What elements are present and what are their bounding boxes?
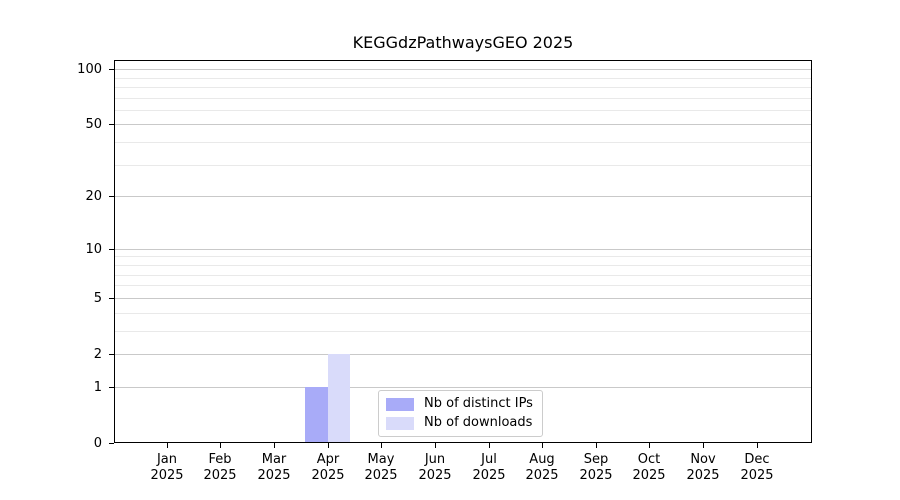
bar-nb-of-distinct-ips-apr [305,386,328,442]
y-gridline-major [115,196,811,197]
x-tick-label: Jul 2025 [472,452,506,483]
y-gridline-minor [115,78,811,79]
y-tick-mark [109,298,114,299]
y-gridline-minor [115,165,811,166]
y-gridline-minor [115,285,811,286]
x-tick-mark [274,443,275,448]
y-tick-label: 0 [93,436,102,451]
legend-item-downloads: Nb of downloads [386,415,533,431]
y-gridline-minor [115,265,811,266]
x-tick-mark [596,443,597,448]
y-gridline-major [115,298,811,299]
x-tick-label: May 2025 [364,452,398,483]
y-gridline-major [115,354,811,355]
x-tick-mark [381,443,382,448]
x-tick-mark [489,443,490,448]
y-tick-label: 50 [85,117,102,132]
y-gridline-minor [115,110,811,111]
legend-swatch-downloads-icon [386,416,414,430]
x-tick-mark [649,443,650,448]
x-tick-label: Nov 2025 [686,452,720,483]
x-tick-mark [328,443,329,448]
x-tick-mark [757,443,758,448]
y-tick-label: 2 [93,347,102,362]
y-gridline-minor [115,256,811,257]
y-gridline-major [115,69,811,70]
legend-swatch-distinct-ips-icon [386,397,414,411]
y-gridline-minor [115,87,811,88]
x-tick-label: Apr 2025 [311,452,345,483]
y-tick-mark [109,124,114,125]
plot-area: Nb of distinct IPs Nb of downloads [114,60,812,443]
legend-label-downloads: Nb of downloads [424,415,533,430]
x-tick-label: Jan 2025 [150,452,184,483]
x-tick-label: Jun 2025 [418,452,452,483]
y-tick-label: 10 [85,242,102,257]
y-tick-mark [109,249,114,250]
y-gridline-major [115,249,811,250]
legend-item-distinct-ips: Nb of distinct IPs [386,396,533,412]
x-tick-mark [167,443,168,448]
bar-nb-of-downloads-apr [327,353,351,442]
y-tick-mark [109,387,114,388]
y-gridline-minor [115,142,811,143]
x-tick-label: Aug 2025 [525,452,559,483]
y-tick-mark [109,69,114,70]
y-tick-mark [109,354,114,355]
y-gridline-minor [115,98,811,99]
y-tick-mark [109,196,114,197]
y-tick-mark [109,443,114,444]
x-tick-mark [542,443,543,448]
y-tick-label: 1 [93,380,102,395]
legend: Nb of distinct IPs Nb of downloads [378,390,543,437]
y-gridline-minor [115,275,811,276]
x-tick-label: Sep 2025 [579,452,613,483]
x-tick-label: Mar 2025 [257,452,291,483]
legend-label-distinct-ips: Nb of distinct IPs [424,396,533,411]
x-tick-label: Dec 2025 [740,452,774,483]
x-tick-mark [220,443,221,448]
y-gridline-minor [115,313,811,314]
x-tick-mark [435,443,436,448]
y-tick-label: 100 [77,62,102,77]
chart-title: KEGGdzPathwaysGEO 2025 [352,33,574,52]
x-tick-label: Oct 2025 [632,452,666,483]
y-gridline-minor [115,331,811,332]
x-tick-mark [703,443,704,448]
x-tick-label: Feb 2025 [203,452,237,483]
y-gridline-major [115,124,811,125]
y-tick-label: 20 [85,189,102,204]
y-gridline-major [115,387,811,388]
y-tick-label: 5 [93,291,102,306]
